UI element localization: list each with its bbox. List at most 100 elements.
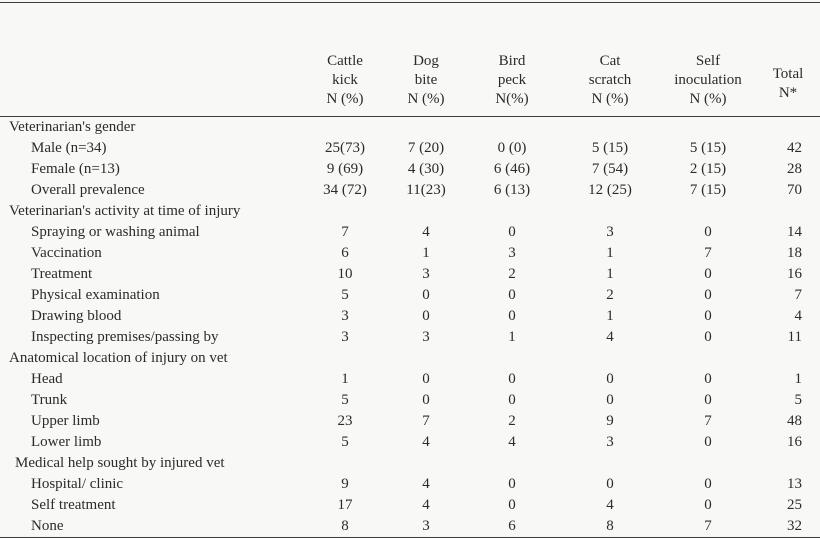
table-cell: 14 xyxy=(787,224,802,240)
table-cell: 0 xyxy=(704,434,712,450)
table-cell: 0 xyxy=(704,308,712,324)
column-header-total: Total N* xyxy=(756,2,820,117)
table-cell: 3 xyxy=(606,434,614,450)
row-label: Hospital/ clinic xyxy=(31,476,124,492)
table-cell: 16 xyxy=(787,434,802,450)
table-cell: 3 xyxy=(606,224,614,240)
row-label: Self treatment xyxy=(31,497,116,513)
row-label: Veterinarian's gender xyxy=(9,119,136,135)
table-cell: 7 xyxy=(794,287,803,303)
column-header-bird-peck: Bird peck N(%) xyxy=(464,2,560,117)
row-label: Vaccination xyxy=(31,245,102,261)
table-cell: 4 xyxy=(606,329,614,345)
table-cell: 0 xyxy=(704,224,712,240)
table-row: Upper limb 23 7 2 9 7 48 xyxy=(0,411,820,432)
table-cell: 7 (20) xyxy=(407,140,445,156)
row-label: Medical help sought by injured vet xyxy=(15,455,225,471)
table-cell: 32 xyxy=(756,516,820,538)
table-cell xyxy=(302,453,388,474)
row-label: Head xyxy=(31,371,63,387)
table-row: Male (n=34) 25(73) 7 (20) 0 (0) 5 (15) 5 (15)… xyxy=(0,138,820,159)
table-cell: 25(73) xyxy=(325,140,365,156)
table-cell xyxy=(756,453,820,474)
table-cell: 8 xyxy=(560,516,660,538)
table-row: Hospital/ clinic 9 4 0 0 0 13 xyxy=(0,474,820,495)
table-body: Veterinarian's gender Male (n=34) 25(73) 7 … xyxy=(0,117,820,538)
table-cell: 0 xyxy=(704,371,712,387)
table-cell: 7 xyxy=(422,413,430,429)
table-cell: 5 xyxy=(341,287,349,303)
table-cell: 0 xyxy=(704,287,712,303)
row-label: Treatment xyxy=(31,266,93,282)
table-cell: 4 xyxy=(422,497,430,513)
table-cell: 7 xyxy=(704,413,712,429)
table-cell: 42 xyxy=(787,140,802,156)
table-cell xyxy=(660,348,756,369)
table-cell: 70 xyxy=(787,182,802,198)
row-label: Anatomical location of injury on vet xyxy=(9,350,228,366)
table-cell: 48 xyxy=(787,413,802,429)
table-cell: 6 xyxy=(464,516,560,538)
row-label: Physical examination xyxy=(31,287,160,303)
table-cell xyxy=(660,453,756,474)
table-cell: 18 xyxy=(787,245,802,261)
table-cell: 0 xyxy=(704,497,712,513)
table-cell: 12 (25) xyxy=(588,182,632,198)
table-cell: 4 xyxy=(508,434,516,450)
table-cell xyxy=(560,201,660,222)
table-cell: 25 xyxy=(787,497,802,513)
table-row: Trunk 5 0 0 0 0 5 xyxy=(0,390,820,411)
column-header-cattle-kick: Cattle kick N (%) xyxy=(302,2,388,117)
table-cell: 0 xyxy=(704,266,712,282)
table-cell: 0 xyxy=(508,371,516,387)
table-cell: 0 (0) xyxy=(497,140,527,156)
table-cell xyxy=(464,348,560,369)
table-cell: 0 xyxy=(508,392,516,408)
table-cell: 6 (13) xyxy=(493,182,531,198)
table-cell: 5 xyxy=(794,392,803,408)
section-row: Veterinarian's activity at time of injur… xyxy=(0,201,820,222)
table-cell: 23 xyxy=(337,413,353,429)
row-label: None xyxy=(0,516,302,538)
table-row: Inspecting premises/passing by 3 3 1 4 0 11 xyxy=(0,327,820,348)
table-cell: 0 xyxy=(508,476,516,492)
table-cell: 1 xyxy=(508,329,516,345)
section-row: Anatomical location of injury on vet xyxy=(0,348,820,369)
header-row: Cattle kick N (%) Dog bite N (%) Bird peck… xyxy=(0,2,820,117)
table-cell: 11(23) xyxy=(406,182,446,198)
table-row: Spraying or washing animal 7 4 0 3 0 14 xyxy=(0,222,820,243)
table-cell xyxy=(660,117,756,139)
row-label: Veterinarian's activity at time of injur… xyxy=(9,203,241,219)
table-cell: 0 xyxy=(704,329,712,345)
table-cell: 1 xyxy=(422,245,430,261)
table-cell: 2 (15) xyxy=(689,161,727,177)
table-cell: 0 xyxy=(508,224,516,240)
table-cell: 1 xyxy=(606,266,614,282)
table-cell: 1 xyxy=(341,371,349,387)
table-cell: 3 xyxy=(341,308,349,324)
table-cell: 0 xyxy=(606,476,614,492)
row-label: Male (n=34) xyxy=(31,140,107,156)
table-cell: 7 xyxy=(660,516,756,538)
row-label: Upper limb xyxy=(31,413,100,429)
section-row: Veterinarian's gender xyxy=(0,117,820,139)
table-cell: 4 xyxy=(422,476,430,492)
table-cell xyxy=(560,117,660,139)
table-cell: 4 (30) xyxy=(407,161,445,177)
table-row: Treatment 10 3 2 1 0 16 xyxy=(0,264,820,285)
table-row: Self treatment 17 4 0 4 0 25 xyxy=(0,495,820,516)
table-cell: 0 xyxy=(704,392,712,408)
table-row: Head 1 0 0 0 0 1 xyxy=(0,369,820,390)
table-cell: 10 xyxy=(337,266,353,282)
row-label: Trunk xyxy=(31,392,68,408)
table-cell: 3 xyxy=(508,245,516,261)
table-row: Physical examination 5 0 0 2 0 7 xyxy=(0,285,820,306)
table-cell: 3 xyxy=(341,329,349,345)
table-cell: 0 xyxy=(422,371,430,387)
table-cell: 2 xyxy=(508,266,516,282)
table-row: Female (n=13) 9 (69) 4 (30) 6 (46) 7 (54) 2 (… xyxy=(0,159,820,180)
table-cell xyxy=(302,348,388,369)
table-cell: 34 (72) xyxy=(323,182,367,198)
